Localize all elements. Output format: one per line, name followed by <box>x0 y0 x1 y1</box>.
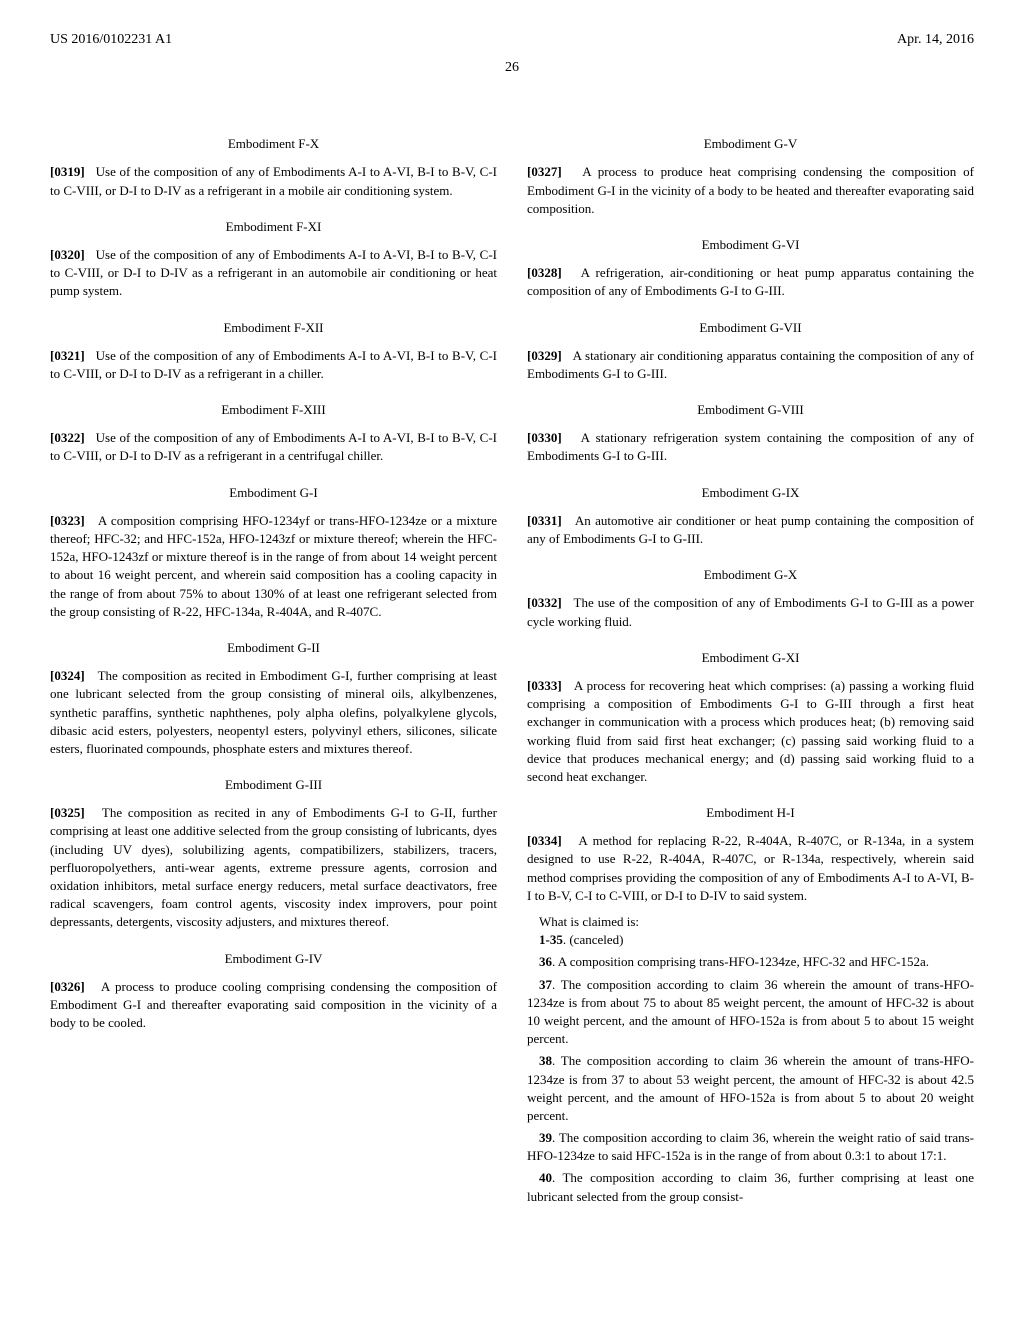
embodiment-title: Embodiment G-V <box>527 135 974 153</box>
paragraph-text: A stationary air conditioning apparatus … <box>527 348 974 381</box>
paragraph: [0320] Use of the composition of any of … <box>50 246 497 301</box>
paragraph: [0319] Use of the composition of any of … <box>50 163 497 199</box>
claim: 38. The composition according to claim 3… <box>527 1052 974 1125</box>
paragraph-text: Use of the composition of any of Embodim… <box>50 247 497 298</box>
embodiment-title: Embodiment G-XI <box>527 649 974 667</box>
paragraph-text: A method for replacing R-22, R-404A, R-4… <box>527 833 974 903</box>
claim-number: 39 <box>539 1130 552 1145</box>
paragraph: [0321] Use of the composition of any of … <box>50 347 497 383</box>
embodiment-title: Embodiment F-X <box>50 135 497 153</box>
paragraph-number: [0326] <box>50 979 85 994</box>
embodiment-title: Embodiment G-X <box>527 566 974 584</box>
paragraph-number: [0332] <box>527 595 562 610</box>
claim-text: . The composition according to claim 36 … <box>527 1053 974 1123</box>
claim-number: 37 <box>539 977 552 992</box>
claim: 36. A composition comprising trans-HFO-1… <box>527 953 974 971</box>
claim-text: . A composition comprising trans-HFO-123… <box>552 954 929 969</box>
claim-number: 1-35 <box>539 932 563 947</box>
right-column: Embodiment G-V [0327] A process to produc… <box>527 117 974 1210</box>
paragraph-text: Use of the composition of any of Embodim… <box>50 348 497 381</box>
paragraph: [0327] A process to produce heat compris… <box>527 163 974 218</box>
paragraph-text: A process to produce cooling comprising … <box>50 979 497 1030</box>
claim: 37. The composition according to claim 3… <box>527 976 974 1049</box>
claim-number: 40 <box>539 1170 552 1185</box>
paragraph: [0322] Use of the composition of any of … <box>50 429 497 465</box>
paragraph: [0326] A process to produce cooling comp… <box>50 978 497 1033</box>
left-column: Embodiment F-X [0319] Use of the composit… <box>50 117 497 1210</box>
paragraph: [0325] The composition as recited in any… <box>50 804 497 931</box>
paragraph: [0332] The use of the composition of any… <box>527 594 974 630</box>
paragraph-number: [0333] <box>527 678 562 693</box>
embodiment-title: Embodiment F-XIII <box>50 401 497 419</box>
content-columns: Embodiment F-X [0319] Use of the composit… <box>50 117 974 1210</box>
embodiment-title: Embodiment G-VIII <box>527 401 974 419</box>
paragraph-text: The composition as recited in any of Emb… <box>50 805 497 929</box>
paragraph-text: A composition comprising HFO-1234yf or t… <box>50 513 497 619</box>
paragraph-number: [0319] <box>50 164 85 179</box>
paragraph-text: A process for recovering heat which comp… <box>527 678 974 784</box>
paragraph-number: [0323] <box>50 513 85 528</box>
embodiment-title: Embodiment G-IV <box>50 950 497 968</box>
paragraph-number: [0331] <box>527 513 562 528</box>
embodiment-title: Embodiment G-IX <box>527 484 974 502</box>
embodiment-title: Embodiment G-I <box>50 484 497 502</box>
claims-intro: What is claimed is: <box>539 913 974 931</box>
patent-number: US 2016/0102231 A1 <box>50 30 172 50</box>
paragraph-text: An automotive air conditioner or heat pu… <box>527 513 974 546</box>
claim: 1-35. (canceled) <box>527 931 974 949</box>
claim: 39. The composition according to claim 3… <box>527 1129 974 1165</box>
paragraph: [0330] A stationary refrigeration system… <box>527 429 974 465</box>
paragraph-text: The composition as recited in Embodiment… <box>50 668 497 756</box>
paragraph-number: [0321] <box>50 348 85 363</box>
paragraph: [0323] A composition comprising HFO-1234… <box>50 512 497 621</box>
claim-number: 36 <box>539 954 552 969</box>
paragraph-number: [0325] <box>50 805 85 820</box>
paragraph: [0331] An automotive air conditioner or … <box>527 512 974 548</box>
paragraph-text: Use of the composition of any of Embodim… <box>50 164 497 197</box>
claim-number: 38 <box>539 1053 552 1068</box>
paragraph: [0324] The composition as recited in Emb… <box>50 667 497 758</box>
paragraph-number: [0329] <box>527 348 562 363</box>
paragraph-text: A process to produce heat comprising con… <box>527 164 974 215</box>
paragraph-number: [0320] <box>50 247 85 262</box>
paragraph-text: A refrigeration, air-conditioning or hea… <box>527 265 974 298</box>
publication-date: Apr. 14, 2016 <box>897 30 974 50</box>
paragraph: [0334] A method for replacing R-22, R-40… <box>527 832 974 905</box>
page-header: US 2016/0102231 A1 Apr. 14, 2016 <box>50 30 974 50</box>
paragraph-number: [0324] <box>50 668 85 683</box>
paragraph-text: Use of the composition of any of Embodim… <box>50 430 497 463</box>
paragraph: [0329] A stationary air conditioning app… <box>527 347 974 383</box>
page-number: 26 <box>50 58 974 78</box>
embodiment-title: Embodiment G-II <box>50 639 497 657</box>
paragraph-number: [0328] <box>527 265 562 280</box>
embodiment-title: Embodiment G-III <box>50 776 497 794</box>
paragraph-number: [0322] <box>50 430 85 445</box>
claim-text: . The composition according to claim 36,… <box>527 1170 974 1203</box>
embodiment-title: Embodiment G-VII <box>527 319 974 337</box>
embodiment-title: Embodiment G-VI <box>527 236 974 254</box>
paragraph-number: [0330] <box>527 430 562 445</box>
paragraph: [0328] A refrigeration, air-conditioning… <box>527 264 974 300</box>
paragraph-number: [0327] <box>527 164 562 179</box>
embodiment-title: Embodiment H-I <box>527 804 974 822</box>
paragraph-text: A stationary refrigeration system contai… <box>527 430 974 463</box>
embodiment-title: Embodiment F-XII <box>50 319 497 337</box>
paragraph-text: The use of the composition of any of Emb… <box>527 595 974 628</box>
claim-text: . The composition according to claim 36,… <box>527 1130 974 1163</box>
claim-text: . The composition according to claim 36 … <box>527 977 974 1047</box>
paragraph: [0333] A process for recovering heat whi… <box>527 677 974 786</box>
paragraph-number: [0334] <box>527 833 562 848</box>
embodiment-title: Embodiment F-XI <box>50 218 497 236</box>
claim: 40. The composition according to claim 3… <box>527 1169 974 1205</box>
claim-text: . (canceled) <box>563 932 624 947</box>
